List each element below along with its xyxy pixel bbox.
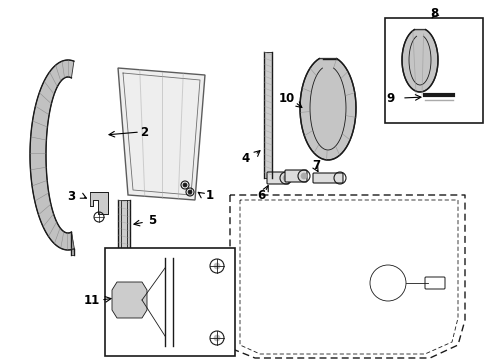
FancyBboxPatch shape bbox=[424, 277, 444, 289]
Polygon shape bbox=[112, 282, 147, 318]
FancyBboxPatch shape bbox=[285, 170, 306, 182]
FancyBboxPatch shape bbox=[312, 173, 342, 183]
Polygon shape bbox=[71, 232, 74, 255]
Circle shape bbox=[183, 183, 186, 187]
FancyBboxPatch shape bbox=[105, 248, 235, 356]
Text: 9: 9 bbox=[386, 91, 394, 104]
Text: 4: 4 bbox=[241, 152, 249, 165]
Circle shape bbox=[301, 173, 306, 179]
Polygon shape bbox=[118, 200, 130, 290]
Text: 3: 3 bbox=[67, 189, 75, 202]
Polygon shape bbox=[401, 30, 437, 92]
Text: 6: 6 bbox=[256, 189, 264, 202]
Text: 7: 7 bbox=[311, 158, 320, 171]
FancyBboxPatch shape bbox=[266, 172, 288, 184]
Text: 1: 1 bbox=[205, 189, 214, 202]
Text: 8: 8 bbox=[429, 6, 437, 19]
Polygon shape bbox=[90, 192, 108, 214]
Text: 11: 11 bbox=[83, 293, 100, 306]
Text: 5: 5 bbox=[148, 213, 156, 226]
Polygon shape bbox=[118, 68, 204, 200]
Text: 10: 10 bbox=[278, 91, 294, 104]
Polygon shape bbox=[264, 52, 271, 178]
Circle shape bbox=[214, 335, 220, 341]
Circle shape bbox=[214, 263, 220, 269]
Polygon shape bbox=[300, 59, 355, 160]
Polygon shape bbox=[30, 60, 74, 250]
Circle shape bbox=[187, 190, 192, 194]
Text: 2: 2 bbox=[140, 126, 148, 139]
Circle shape bbox=[283, 175, 288, 181]
FancyBboxPatch shape bbox=[384, 18, 482, 123]
